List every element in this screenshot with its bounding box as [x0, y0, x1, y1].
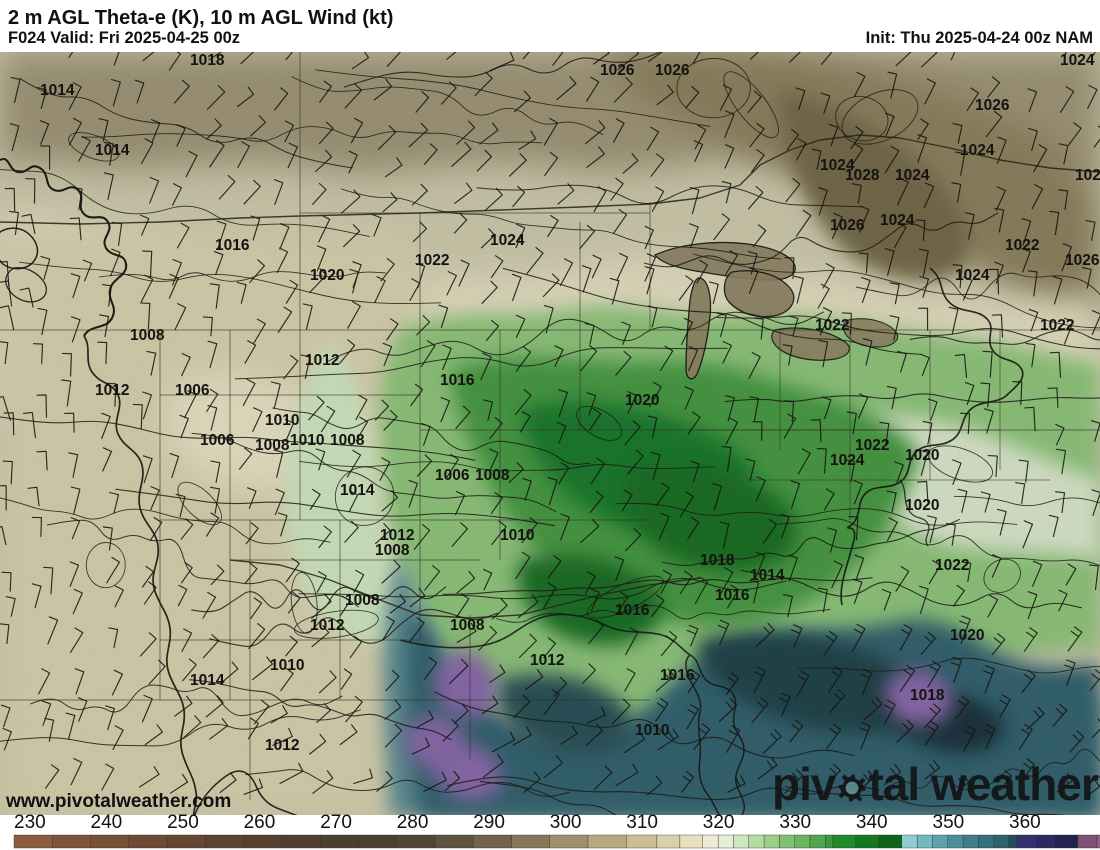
svg-text:1008: 1008 — [450, 617, 485, 634]
svg-text:1022: 1022 — [1005, 237, 1039, 254]
svg-text:1022: 1022 — [935, 557, 969, 574]
svg-text:1024: 1024 — [820, 157, 855, 174]
svg-text:310: 310 — [626, 812, 658, 833]
svg-text:1024: 1024 — [830, 452, 865, 469]
svg-text:1008: 1008 — [375, 542, 410, 559]
svg-text:1024: 1024 — [490, 232, 525, 249]
svg-text:1020: 1020 — [905, 447, 939, 464]
svg-text:1012: 1012 — [265, 737, 299, 754]
svg-text:270: 270 — [320, 812, 352, 833]
svg-text:1010: 1010 — [265, 412, 299, 429]
svg-text:1010: 1010 — [500, 527, 534, 544]
svg-text:1016: 1016 — [440, 372, 475, 389]
svg-text:1010: 1010 — [635, 722, 669, 739]
svg-text:1020: 1020 — [950, 627, 984, 644]
svg-text:340: 340 — [856, 812, 888, 833]
svg-text:1026: 1026 — [1065, 252, 1100, 269]
svg-text:1006: 1006 — [435, 467, 470, 484]
svg-text:280: 280 — [397, 812, 429, 833]
svg-text:1020: 1020 — [310, 267, 344, 284]
svg-text:1012: 1012 — [95, 382, 129, 399]
svg-text:1012: 1012 — [305, 352, 339, 369]
svg-text:1018: 1018 — [910, 687, 945, 704]
svg-text:350: 350 — [933, 812, 965, 833]
svg-text:330: 330 — [779, 812, 811, 833]
svg-text:1014: 1014 — [750, 567, 785, 584]
svg-text:1024: 1024 — [960, 142, 995, 159]
svg-text:1020: 1020 — [905, 497, 939, 514]
svg-text:1010: 1010 — [290, 432, 324, 449]
svg-text:1022: 1022 — [415, 252, 449, 269]
svg-text:1020: 1020 — [625, 392, 659, 409]
svg-text:1018: 1018 — [190, 52, 225, 69]
svg-text:1024: 1024 — [895, 167, 930, 184]
svg-text:1014: 1014 — [340, 482, 375, 499]
svg-text:1018: 1018 — [700, 552, 735, 569]
svg-text:1014: 1014 — [40, 82, 75, 99]
svg-text:1006: 1006 — [200, 432, 235, 449]
svg-text:1026: 1026 — [655, 62, 690, 79]
svg-text:1026: 1026 — [975, 97, 1010, 114]
svg-text:1016: 1016 — [660, 667, 695, 684]
svg-text:230: 230 — [14, 812, 46, 833]
svg-text:1012: 1012 — [380, 527, 414, 544]
svg-text:1022: 1022 — [1040, 317, 1074, 334]
svg-text:240: 240 — [91, 812, 123, 833]
svg-text:300: 300 — [550, 812, 582, 833]
svg-text:1012: 1012 — [310, 617, 344, 634]
svg-text:1016: 1016 — [215, 237, 250, 254]
svg-text:1024: 1024 — [1060, 52, 1095, 69]
svg-text:1026: 1026 — [830, 217, 865, 234]
svg-text:1008: 1008 — [130, 327, 165, 344]
svg-text:1024: 1024 — [1075, 167, 1100, 184]
svg-text:1026: 1026 — [600, 62, 635, 79]
svg-text:1008: 1008 — [330, 432, 365, 449]
svg-text:1016: 1016 — [715, 587, 750, 604]
svg-text:1008: 1008 — [345, 592, 380, 609]
svg-text:260: 260 — [244, 812, 276, 833]
svg-text:1014: 1014 — [95, 142, 130, 159]
svg-text:1006: 1006 — [175, 382, 210, 399]
svg-text:1008: 1008 — [475, 467, 510, 484]
svg-text:1024: 1024 — [880, 212, 915, 229]
svg-text:1012: 1012 — [530, 652, 564, 669]
svg-text:1016: 1016 — [615, 602, 650, 619]
svg-text:1014: 1014 — [190, 672, 225, 689]
svg-text:250: 250 — [167, 812, 199, 833]
svg-text:290: 290 — [473, 812, 505, 833]
svg-text:1024: 1024 — [955, 267, 990, 284]
svg-text:1008: 1008 — [255, 437, 290, 454]
svg-text:360: 360 — [1009, 812, 1041, 833]
svg-text:1010: 1010 — [270, 657, 304, 674]
svg-text:320: 320 — [703, 812, 735, 833]
svg-text:1022: 1022 — [815, 317, 849, 334]
